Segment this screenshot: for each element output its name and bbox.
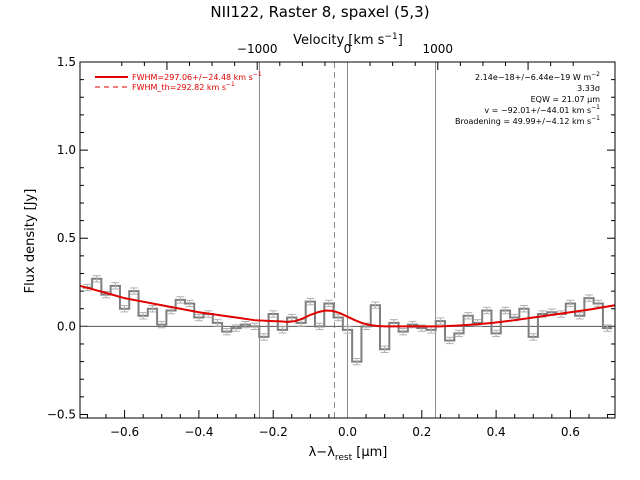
annotation-flux-sup: −2 [591,71,600,78]
y-tick-label: 0.0 [57,319,76,333]
x-tick-label: 0.0 [338,425,357,439]
x-axis-ticks: −0.6 −0.4 −0.2 0.0 0.2 0.4 0.6 [86,410,609,439]
x-tick-label: 0.6 [561,425,580,439]
y-tick-label: 0.5 [57,231,76,245]
top-axis-label-sup: −1 [384,32,397,42]
legend-label-fwhm-th-sup: −1 [226,81,235,88]
top-axis-label: Velocity [km s−1] [293,32,403,48]
top-tick-label: 0 [344,42,352,56]
x-tick-label: −0.2 [259,425,288,439]
data-series [79,275,616,366]
top-tick-label: 1000 [423,42,454,56]
legend-label-fwhm-th: FWHM_th=292.82 km s−1 [132,81,235,92]
legend-label-fwhm: FWHM=297.06+/−24.48 km s−1 [132,71,262,82]
annotation-broadening: Broadening = 49.99+/−4.12 km s−1 [455,115,600,126]
plot-frame [79,61,616,419]
annotation-velocity-sup: −1 [591,104,600,111]
legend: FWHM=297.06+/−24.48 km s−1 FWHM_th=292.8… [95,71,262,92]
top-axis-label-end: ] [398,33,403,48]
x-axis-label-unit: [μm] [352,445,387,460]
annotation-flux: 2.14e−18+/−6.44e−19 W m−2 [475,71,600,82]
annotation-sigma: 3.33σ [577,84,600,93]
x-tick-label: 0.2 [412,425,431,439]
x-tick-label: −0.4 [184,425,213,439]
y-axis-label: Flux density [Jy] [23,189,38,294]
x-axis-label-sub: rest [335,453,353,463]
y-tick-label: 1.5 [57,55,76,69]
y-tick-label: −0.5 [47,407,76,421]
x-tick-label: −0.6 [110,425,139,439]
annotation-velocity: v = −92.01+/−44.01 km s−1 [484,104,600,115]
annotation-broadening-sup: −1 [591,115,600,122]
y-tick-label: 1.0 [57,143,76,157]
annotation-eqw: EQW = 21.07 μm [531,95,601,104]
x-tick-label: 0.4 [487,425,506,439]
gaussian-fit-line [79,284,616,328]
fit-annotations: 2.14e−18+/−6.44e−19 W m−2 3.33σ EQW = 21… [455,71,600,126]
legend-label-fwhm-sup: −1 [253,71,262,78]
top-tick-label: −1000 [237,42,278,56]
chart-title: NII122, Raster 8, spaxel (5,3) [210,3,429,21]
y-axis-ticks: −0.5 0.0 0.5 1.0 1.5 [47,55,615,421]
vertical-lines [258,62,437,418]
x-axis-label: λ−λrest [μm] [309,445,388,463]
